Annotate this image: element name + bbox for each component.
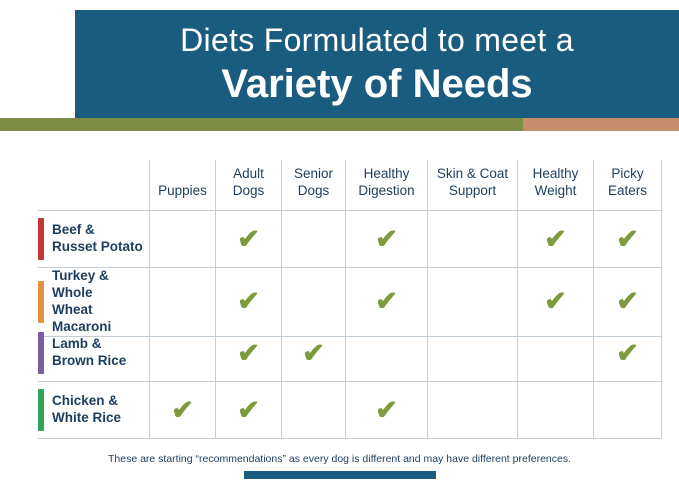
empty-cell <box>428 325 518 382</box>
row-accent-bar <box>38 332 44 374</box>
empty-cell <box>518 325 594 382</box>
empty-cell <box>150 325 216 382</box>
empty-cell <box>428 268 518 337</box>
checkmark-icon: ✔ <box>237 337 260 368</box>
checkmark-icon: ✔ <box>544 286 567 317</box>
banner-title-line2: Variety of Needs <box>221 61 533 106</box>
column-header: Adult Dogs <box>216 160 282 211</box>
check-cell: ✔ <box>282 325 346 382</box>
row-accent-bar <box>38 280 44 323</box>
accent-strip-salmon <box>523 118 679 131</box>
row-label: Lamb & Brown Rice <box>38 325 150 382</box>
column-header: Senior Dogs <box>282 160 346 211</box>
check-cell: ✔ <box>518 211 594 268</box>
checkmark-icon: ✔ <box>544 223 567 254</box>
row-label: Beef & Russet Potato <box>38 211 150 268</box>
check-cell: ✔ <box>216 382 282 439</box>
accent-strip-green <box>0 118 523 131</box>
checkmark-icon: ✔ <box>375 286 398 317</box>
check-cell: ✔ <box>346 382 428 439</box>
table-row: Chicken & White Rice ✔ ✔ ✔ <box>38 382 662 439</box>
row-label-text: Lamb & Brown Rice <box>52 336 127 368</box>
checkmark-icon: ✔ <box>616 337 639 368</box>
empty-cell <box>150 211 216 268</box>
check-cell: ✔ <box>216 211 282 268</box>
column-header: Healthy Weight <box>518 160 594 211</box>
banner-title-line1: Diets Formulated to meet a <box>180 21 574 58</box>
footer-note: These are starting “recommendations” as … <box>107 453 572 465</box>
checkmark-icon: ✔ <box>375 223 398 254</box>
checkmark-icon: ✔ <box>616 286 639 317</box>
row-label: Chicken & White Rice <box>38 382 150 439</box>
accent-strip <box>0 118 679 131</box>
table-row: Lamb & Brown Rice ✔ ✔ ✔ <box>38 325 662 382</box>
checkmark-icon: ✔ <box>171 394 194 425</box>
check-cell: ✔ <box>518 268 594 337</box>
header-banner: Diets Formulated to meet a Variety of Ne… <box>75 10 679 118</box>
check-cell: ✔ <box>346 211 428 268</box>
checkmark-icon: ✔ <box>237 394 260 425</box>
row-label: Turkey & Whole Wheat Macaroni <box>38 268 150 337</box>
checkmark-icon: ✔ <box>616 223 639 254</box>
header-spacer <box>38 160 150 211</box>
table-row: Beef & Russet Potato ✔ ✔ ✔ ✔ <box>38 211 662 268</box>
column-header: Puppies <box>150 160 216 211</box>
checkmark-icon: ✔ <box>237 223 260 254</box>
check-cell: ✔ <box>594 325 662 382</box>
column-header: Picky Eaters <box>594 160 662 211</box>
empty-cell <box>346 325 428 382</box>
checkmark-icon: ✔ <box>237 286 260 317</box>
checkmark-icon: ✔ <box>375 394 398 425</box>
empty-cell <box>428 211 518 268</box>
row-label-text: Turkey & Whole Wheat Macaroni <box>52 268 112 334</box>
footer-accent-bar <box>243 471 436 479</box>
check-cell: ✔ <box>594 211 662 268</box>
table-body: Beef & Russet Potato ✔ ✔ ✔ ✔ Turkey & Whole Whe… <box>38 211 662 439</box>
empty-cell <box>282 268 346 337</box>
check-cell: ✔ <box>150 382 216 439</box>
empty-cell <box>594 382 662 439</box>
check-cell: ✔ <box>216 268 282 337</box>
empty-cell <box>282 382 346 439</box>
check-cell: ✔ <box>594 268 662 337</box>
empty-cell <box>282 211 346 268</box>
checkmark-icon: ✔ <box>302 337 325 368</box>
row-label-text: Chicken & White Rice <box>52 393 122 425</box>
table-header-row: Puppies Adult Dogs Senior Dogs Healthy Digesti… <box>38 160 662 211</box>
check-cell: ✔ <box>346 268 428 337</box>
column-header: Skin & Coat Support <box>428 160 518 211</box>
check-cell: ✔ <box>216 325 282 382</box>
diet-table: Puppies Adult Dogs Senior Dogs Healthy Digesti… <box>38 160 662 439</box>
table-row: Turkey & Whole Wheat Macaroni ✔ ✔ ✔ ✔ <box>38 268 662 337</box>
row-label-text: Beef & Russet Potato <box>52 222 143 254</box>
row-accent-bar <box>38 218 44 260</box>
empty-cell <box>518 382 594 439</box>
empty-cell <box>428 382 518 439</box>
empty-cell <box>150 268 216 337</box>
column-header: Healthy Digestion <box>346 160 428 211</box>
row-accent-bar <box>38 389 44 431</box>
